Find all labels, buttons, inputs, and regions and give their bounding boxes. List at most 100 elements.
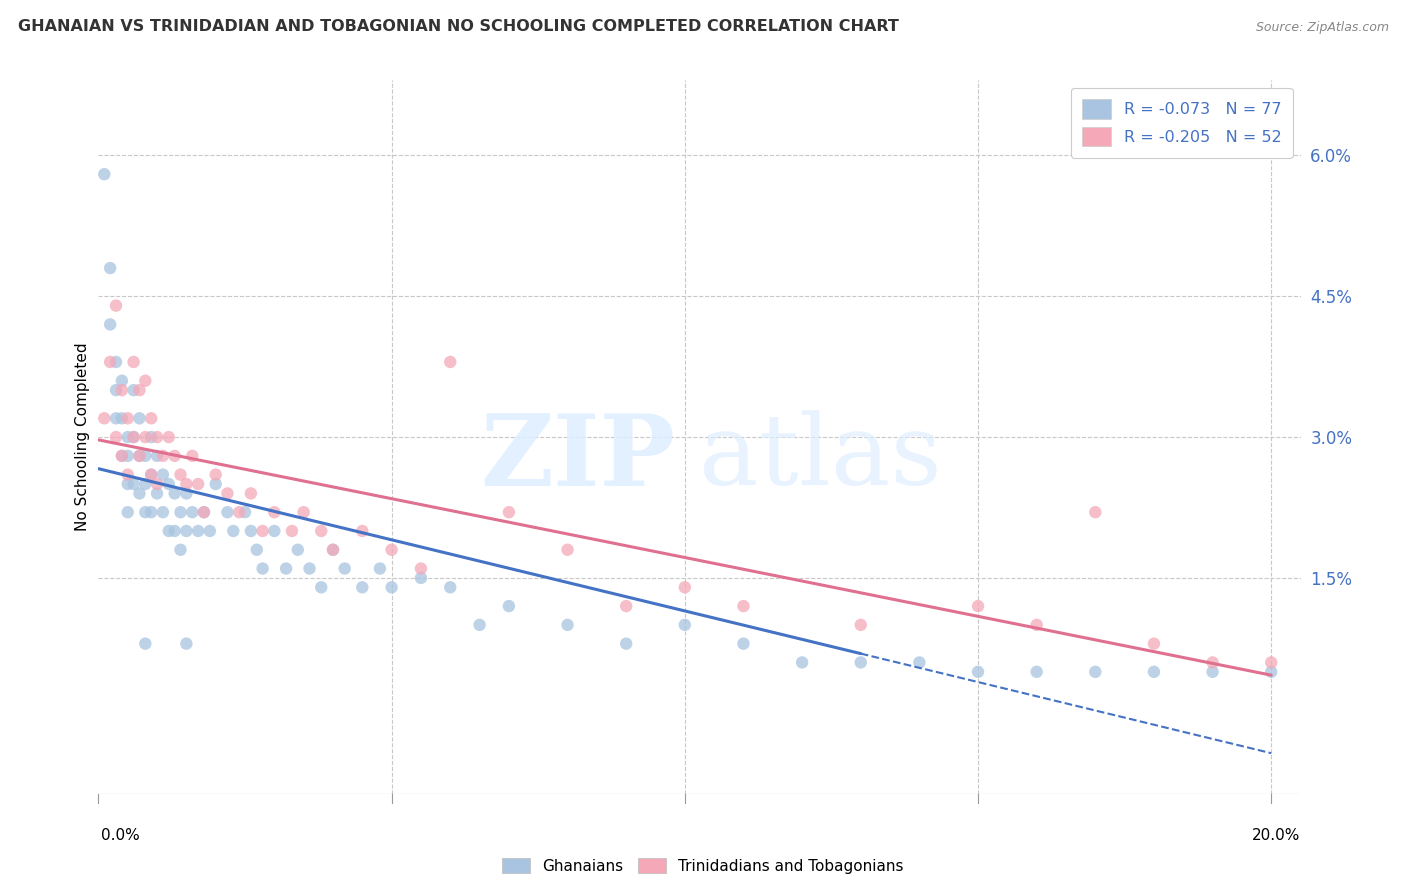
Point xyxy=(309,524,332,538)
Text: Source: ZipAtlas.com: Source: ZipAtlas.com xyxy=(1256,21,1389,34)
Point xyxy=(146,486,169,500)
Point xyxy=(614,599,637,613)
Point xyxy=(281,524,304,538)
Point xyxy=(181,449,204,463)
Text: 20.0%: 20.0% xyxy=(1253,829,1301,843)
Point xyxy=(134,449,156,463)
Point xyxy=(134,430,156,444)
Point xyxy=(141,467,163,482)
Point xyxy=(193,505,215,519)
Point xyxy=(176,637,198,651)
Point xyxy=(292,505,315,519)
Point xyxy=(790,656,813,670)
Point xyxy=(233,505,256,519)
Point xyxy=(105,355,128,369)
Point xyxy=(98,261,121,276)
Text: GHANAIAN VS TRINIDADIAN AND TOBAGONIAN NO SCHOOLING COMPLETED CORRELATION CHART: GHANAIAN VS TRINIDADIAN AND TOBAGONIAN N… xyxy=(18,20,900,34)
Point xyxy=(111,374,134,388)
Point xyxy=(1201,656,1223,670)
Point xyxy=(673,580,696,594)
Point xyxy=(134,505,156,519)
Point xyxy=(222,524,245,538)
Point xyxy=(141,505,163,519)
Point xyxy=(122,477,145,491)
Point xyxy=(263,505,285,519)
Point xyxy=(152,505,174,519)
Point xyxy=(239,524,262,538)
Point xyxy=(733,637,755,651)
Point xyxy=(134,477,156,491)
Point xyxy=(128,486,150,500)
Point xyxy=(98,318,121,332)
Point xyxy=(439,355,461,369)
Point xyxy=(908,656,931,670)
Point xyxy=(849,618,872,632)
Point xyxy=(117,467,139,482)
Point xyxy=(381,542,404,557)
Point xyxy=(239,486,262,500)
Point xyxy=(287,542,309,557)
Point xyxy=(204,477,226,491)
Point xyxy=(163,449,186,463)
Y-axis label: No Schooling Completed: No Schooling Completed xyxy=(75,343,90,532)
Point xyxy=(557,618,579,632)
Point xyxy=(439,580,461,594)
Point xyxy=(557,542,579,557)
Point xyxy=(1260,665,1282,679)
Point xyxy=(1025,665,1047,679)
Point xyxy=(1201,665,1223,679)
Point xyxy=(1143,665,1166,679)
Point xyxy=(322,542,344,557)
Point xyxy=(122,383,145,397)
Point xyxy=(146,449,169,463)
Point xyxy=(409,561,432,575)
Point xyxy=(1143,637,1166,651)
Point xyxy=(105,383,128,397)
Point xyxy=(176,486,198,500)
Point xyxy=(967,599,990,613)
Point xyxy=(498,505,520,519)
Legend: Ghanaians, Trinidadians and Tobagonians: Ghanaians, Trinidadians and Tobagonians xyxy=(496,852,910,880)
Point xyxy=(134,374,156,388)
Point xyxy=(309,580,332,594)
Point xyxy=(1084,665,1107,679)
Text: atlas: atlas xyxy=(700,410,942,507)
Point xyxy=(157,477,180,491)
Point xyxy=(146,477,169,491)
Point xyxy=(141,430,163,444)
Point xyxy=(152,467,174,482)
Point xyxy=(614,637,637,651)
Point xyxy=(246,542,269,557)
Point xyxy=(117,411,139,425)
Point xyxy=(181,505,204,519)
Point xyxy=(368,561,391,575)
Point xyxy=(117,430,139,444)
Point xyxy=(1025,618,1047,632)
Point xyxy=(252,524,274,538)
Point xyxy=(122,430,145,444)
Point xyxy=(157,430,180,444)
Point xyxy=(128,383,150,397)
Point xyxy=(141,411,163,425)
Point xyxy=(252,561,274,575)
Point xyxy=(146,430,169,444)
Point xyxy=(198,524,221,538)
Point xyxy=(187,477,209,491)
Point xyxy=(849,656,872,670)
Point xyxy=(217,505,239,519)
Point xyxy=(93,411,115,425)
Point xyxy=(163,486,186,500)
Point xyxy=(381,580,404,594)
Point xyxy=(498,599,520,613)
Point xyxy=(333,561,356,575)
Point xyxy=(128,449,150,463)
Point xyxy=(204,467,226,482)
Point xyxy=(1260,656,1282,670)
Point xyxy=(217,486,239,500)
Point xyxy=(352,524,374,538)
Point xyxy=(93,167,115,181)
Point xyxy=(134,637,156,651)
Point xyxy=(169,467,191,482)
Point xyxy=(128,449,150,463)
Point xyxy=(105,299,128,313)
